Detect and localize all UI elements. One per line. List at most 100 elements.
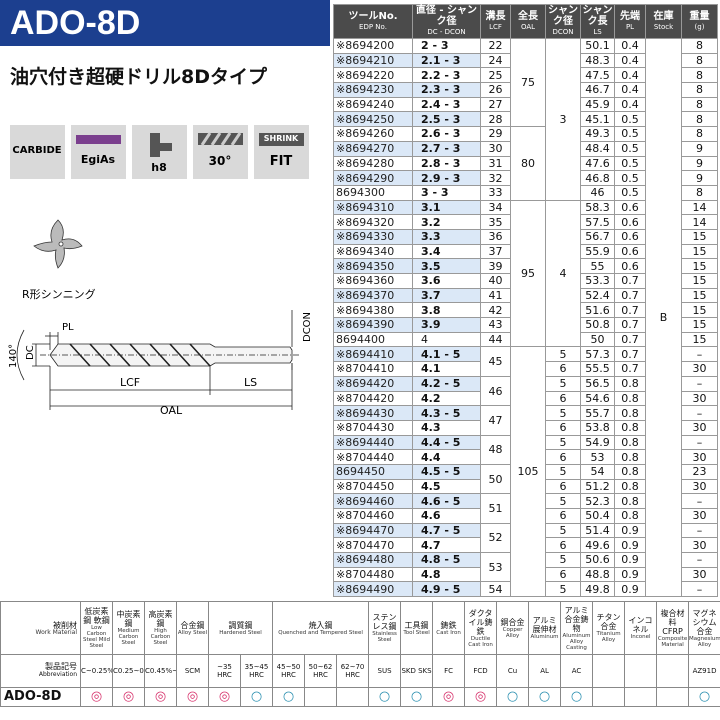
flute-length: 26: [480, 82, 511, 98]
point-length: 0.4: [614, 52, 646, 69]
shank-length: 47.6: [580, 155, 615, 172]
material-code: C~0.25%: [80, 654, 113, 688]
column-header: シャンク径 DCON: [545, 4, 581, 39]
suitability-rating: ○: [528, 687, 562, 707]
shank-diameter: 6: [545, 537, 581, 554]
shank-diameter: 6: [545, 566, 581, 583]
weight: –: [681, 405, 718, 421]
material-ja: アルミ展伸材: [532, 616, 557, 634]
shank-length: 55.9: [580, 243, 615, 260]
header-ja: ツールNo.: [348, 10, 398, 22]
shank-diameter: 6: [545, 508, 581, 524]
shank-length: 47.5: [580, 67, 615, 84]
header-ja: 先端: [620, 10, 640, 22]
material-group: 高炭素鋼 High Carbon Steel: [144, 601, 177, 655]
icon-tolerance: h8: [132, 125, 187, 179]
weight: 15: [681, 302, 718, 319]
diameter: 2.1 - 3: [412, 52, 481, 69]
suitability-rating: ◎: [176, 687, 209, 707]
material-code: 50~62 HRC: [304, 654, 338, 688]
edp-no: 8694400: [333, 331, 413, 348]
diameter: 2.3 - 3: [412, 82, 481, 98]
flute-length: 50: [480, 463, 511, 495]
material-group: 銅合金 Copper Alloy: [496, 601, 530, 655]
overall-length: 80: [510, 126, 546, 201]
material-ja: 低炭素鋼 軟鋼: [83, 607, 110, 625]
material-en: Stainless Steel: [372, 631, 397, 643]
flute-length: 53: [480, 552, 511, 583]
suitability-rating: ○: [239, 687, 274, 707]
material-code: AZ91D: [688, 654, 720, 688]
spec-row: ※8694360 3.6 40 53.3 0.7 15: [333, 273, 718, 289]
shank-length: 51.6: [580, 302, 615, 319]
shank-length: 45.9: [580, 96, 615, 113]
point-length: 0.5: [614, 111, 646, 128]
edp-no: 8694450: [333, 463, 413, 480]
diameter: 3.4: [412, 243, 481, 260]
material-en: Tool Steel: [403, 629, 430, 636]
shank-length: 55.5: [580, 361, 615, 377]
diameter: 4.5: [412, 478, 481, 495]
flute-length: 35: [480, 214, 511, 230]
flute-length: 25: [480, 67, 511, 84]
diameter: 3.8: [412, 302, 481, 319]
shank-length: 49.8: [580, 581, 615, 598]
diameter: 4.8 - 5: [412, 552, 481, 568]
diameter: 3.3: [412, 228, 481, 245]
product-code: ADO-8D: [0, 687, 81, 707]
weight: 8: [681, 38, 718, 54]
work-material-label: 被削材 Work Material: [0, 601, 81, 655]
material-ja: 合金鋼: [180, 620, 205, 630]
material-group: 合金鋼 Alloy Steel: [176, 601, 209, 655]
point-length: 0.8: [614, 508, 646, 524]
material-code: 45~50 HRC: [272, 654, 306, 688]
material-ja: マグネシウム合金: [692, 608, 717, 636]
label-en: Work Material: [35, 628, 77, 636]
label-en: Abbreviation: [38, 671, 77, 678]
material-en: Low Carbon Steel Mild Steel: [83, 625, 110, 649]
column-header: 溝長 LCF: [480, 4, 511, 39]
spec-row: ※8694230 2.3 - 3 26 46.7 0.4 8: [333, 82, 718, 98]
header-ja: 全長: [518, 10, 538, 22]
shank-length: 49.3: [580, 126, 615, 142]
shank-diameter: 6: [545, 419, 581, 436]
flute-length: 29: [480, 126, 511, 142]
weight: 15: [681, 258, 718, 274]
column-header: 重量 (g): [681, 4, 718, 39]
flute-length: 46: [480, 375, 511, 407]
material-en: Titanium Alloy: [596, 631, 621, 643]
material-code: ~35 HRC: [208, 654, 241, 688]
icon-label: 30°: [209, 154, 232, 168]
flute-length: 27: [480, 96, 511, 113]
shank-length: 52.3: [580, 493, 615, 509]
icon-carbide: CARBIDE: [10, 125, 65, 179]
shank-length: 50.8: [580, 317, 615, 333]
weight: 8: [681, 67, 718, 84]
weight: –: [681, 346, 718, 363]
weight: 23: [681, 463, 718, 480]
column-header: 直径 - シャンク径 DC - DCON: [412, 4, 481, 39]
weight: 8: [681, 96, 718, 113]
edp-no: ※8704450: [333, 478, 413, 495]
edp-no: ※8704430: [333, 419, 413, 436]
diameter: 4.3 - 5: [412, 405, 481, 421]
header-ja: シャンク径: [548, 5, 578, 27]
edp-no: ※8694200: [333, 38, 413, 54]
overall-length: 95: [510, 199, 546, 348]
material-en: Alloy Steel: [177, 629, 208, 636]
point-length: 0.9: [614, 581, 646, 598]
material-code: [624, 654, 658, 688]
point-length: 0.7: [614, 346, 646, 363]
material-en: Medium Carbon Steel: [117, 628, 140, 646]
material-group: 調質鋼 Hardened Steel: [207, 601, 274, 655]
material-en: High Carbon Steel: [150, 628, 171, 646]
diameter: 2.6 - 3: [412, 126, 481, 142]
overall-length: 105: [510, 346, 546, 598]
column-header: 先端 PL: [614, 4, 646, 39]
suitability-rating: ○: [272, 687, 306, 707]
suitability-rating: [304, 687, 338, 707]
header-en: LS: [593, 28, 602, 36]
label-ja: 製品記号: [45, 662, 77, 671]
flute-length: 36: [480, 228, 511, 245]
